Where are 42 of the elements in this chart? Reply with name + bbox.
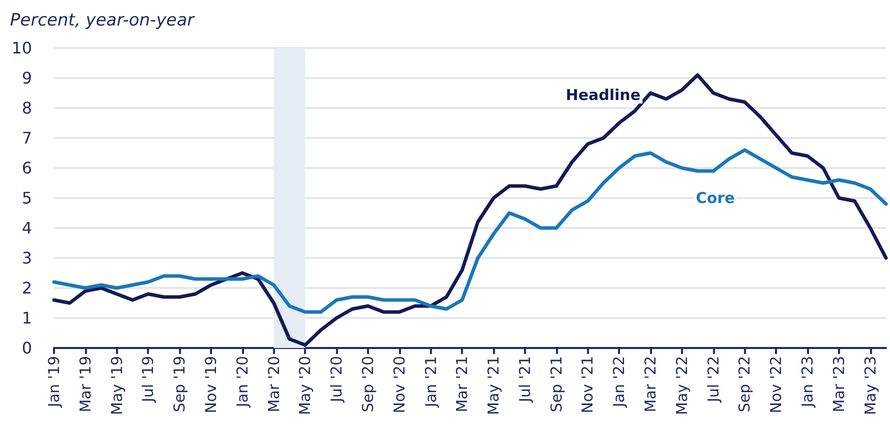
y-tick-label: 7 xyxy=(22,128,32,148)
line-series xyxy=(52,148,888,314)
y-tick-label: 2 xyxy=(22,278,32,298)
x-tick-label: Jul '21 xyxy=(516,356,534,404)
series-label: Core xyxy=(696,189,735,207)
y-axis-title: Percent, year-on-year xyxy=(10,10,196,30)
y-tick-label: 9 xyxy=(22,68,32,88)
x-tick-label: May '19 xyxy=(108,356,126,415)
x-tick-label: May '23 xyxy=(861,356,880,415)
x-tick-label: Mar '19 xyxy=(76,356,94,412)
x-tick-label: Jan '21 xyxy=(422,356,440,408)
y-tick-label: 10 xyxy=(12,38,32,58)
x-tick-label: Jul '20 xyxy=(328,356,346,404)
x-tick-label: May '21 xyxy=(484,356,503,415)
x-tick-label: May '20 xyxy=(296,356,314,415)
x-tick-label: Mar '22 xyxy=(642,356,660,412)
x-tick-label: May '22 xyxy=(672,356,691,415)
x-tick-label: Sep '21 xyxy=(547,356,566,412)
x-tick-label: Jan '22 xyxy=(610,356,628,408)
x-tick-label: Mar '20 xyxy=(264,356,283,412)
y-tick-label: 3 xyxy=(22,248,32,268)
x-tick-label: Nov '20 xyxy=(390,356,408,414)
x-tick-label: Jul '22 xyxy=(704,356,722,404)
y-tick-label: 4 xyxy=(22,218,32,238)
x-tick-label: Nov '22 xyxy=(767,356,786,414)
x-tick-label: Jan '20 xyxy=(233,356,252,408)
series-label: Headline xyxy=(566,86,640,104)
y-tick-label: 8 xyxy=(22,98,32,118)
y-tick-label: 1 xyxy=(22,308,32,328)
y-tick-label: 5 xyxy=(22,188,32,208)
x-tick-label: Nov '21 xyxy=(578,356,597,414)
x-tick-label: Mar '23 xyxy=(830,356,848,412)
x-tick-label: Nov '19 xyxy=(202,356,220,414)
x-tick-label: Jan '19 xyxy=(45,356,63,408)
x-tick-label: Sep '22 xyxy=(736,356,754,412)
y-tick-label: 6 xyxy=(22,158,32,178)
x-tick-label: Sep '20 xyxy=(358,356,377,412)
y-tick-label: 0 xyxy=(22,338,32,358)
x-tick-label: Jul '19 xyxy=(139,356,158,404)
x-tick-label: Mar '21 xyxy=(453,356,472,412)
x-tick-label: Sep '19 xyxy=(170,356,189,412)
x-tick-label: Jan '23 xyxy=(798,356,817,408)
